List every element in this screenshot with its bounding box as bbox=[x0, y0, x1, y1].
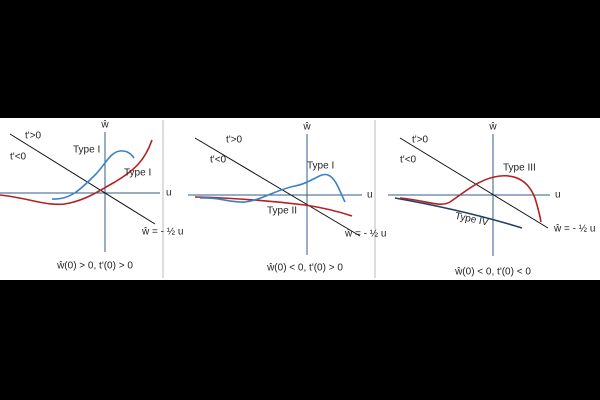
boundary-line bbox=[9, 133, 156, 225]
region-label: t'>0 bbox=[226, 135, 243, 146]
curve bbox=[394, 197, 523, 229]
caption: ŵ(0) < 0, t'(0) > 0 bbox=[266, 263, 343, 274]
axis-label: u bbox=[555, 190, 561, 201]
line-label: ŵ = - ½ u bbox=[553, 224, 595, 235]
caption: ŵ(0) > 0, t'(0) > 0 bbox=[56, 261, 133, 272]
region-label: t'>0 bbox=[412, 135, 429, 146]
curve bbox=[399, 175, 542, 223]
axis-label: ŵ bbox=[488, 122, 497, 133]
region-label: t'<0 bbox=[210, 155, 227, 166]
line-label: ŵ = - ½ u bbox=[344, 229, 386, 240]
axis-label: u bbox=[166, 188, 172, 199]
curve bbox=[51, 150, 135, 200]
boundary-line bbox=[399, 137, 549, 229]
curve bbox=[199, 173, 346, 203]
region-label: t'<0 bbox=[10, 152, 27, 163]
panel: ŵ u t'>0 t'<0 Type I Type II ŵ = - ½ u ŵ… bbox=[188, 122, 386, 274]
axis-label: ŵ bbox=[302, 122, 311, 133]
curve-label: Type I bbox=[124, 168, 151, 179]
axis-label: ŵ bbox=[100, 120, 109, 131]
axis-label: u bbox=[367, 190, 373, 201]
curve bbox=[194, 196, 353, 217]
region-label: t'<0 bbox=[400, 155, 417, 166]
curve bbox=[0, 139, 153, 206]
curve-label: Type I bbox=[73, 145, 100, 156]
region-label: t'>0 bbox=[25, 131, 42, 142]
panel: ŵ u t'>0 t'<0 Type I Type I ŵ = - ½ u ŵ(… bbox=[0, 120, 183, 272]
curve-label: Type II bbox=[267, 206, 297, 217]
figure-area bbox=[0, 118, 600, 280]
line-label: ŵ = - ½ u bbox=[141, 227, 183, 238]
caption: ŵ(0) < 0, t'(0) < 0 bbox=[454, 267, 531, 278]
panel: ŵ u t'>0 t'<0 Type III Type IV ŵ = - ½ u… bbox=[388, 122, 595, 278]
boundary-line bbox=[194, 137, 361, 237]
curve-label: Type III bbox=[503, 163, 536, 174]
curve-label: Type I bbox=[307, 161, 334, 172]
